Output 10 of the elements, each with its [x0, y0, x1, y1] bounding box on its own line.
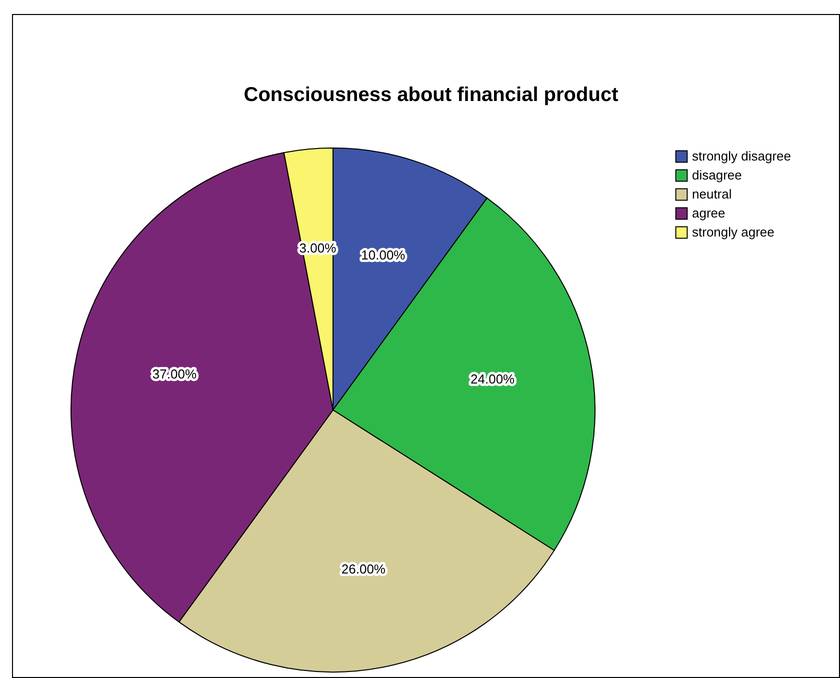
legend-label: disagree [692, 168, 742, 182]
legend-label: agree [692, 206, 726, 220]
data-label: 37.00% [152, 366, 197, 382]
chart-title: Consciousness about financial product [244, 84, 619, 106]
data-label: 10.00% [361, 248, 406, 263]
data-label: 24.00% [470, 372, 516, 387]
data-label: 26.00% [341, 562, 386, 577]
legend-label: strongly disagree [692, 148, 791, 164]
legend-label: strongly agree [692, 224, 774, 240]
legend-label: neutral [692, 186, 732, 202]
